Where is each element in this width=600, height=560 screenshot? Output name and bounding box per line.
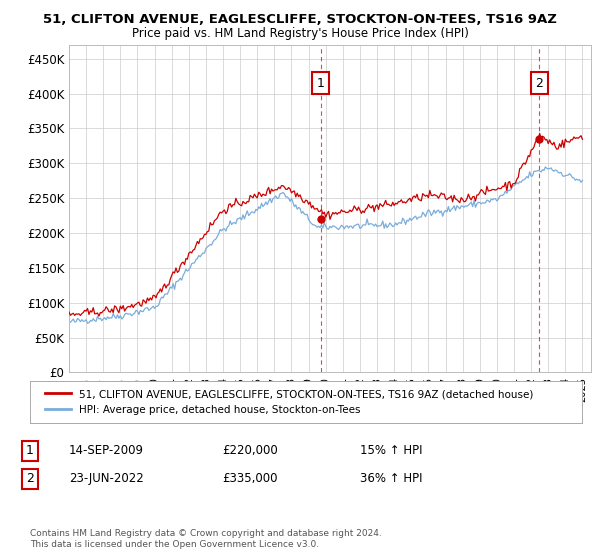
Text: Contains HM Land Registry data © Crown copyright and database right 2024.
This d: Contains HM Land Registry data © Crown c…	[30, 529, 382, 549]
Text: £335,000: £335,000	[222, 472, 277, 486]
Text: 2: 2	[535, 77, 543, 90]
Text: £220,000: £220,000	[222, 444, 278, 458]
Text: 51, CLIFTON AVENUE, EAGLESCLIFFE, STOCKTON-ON-TEES, TS16 9AZ: 51, CLIFTON AVENUE, EAGLESCLIFFE, STOCKT…	[43, 13, 557, 26]
Text: 36% ↑ HPI: 36% ↑ HPI	[360, 472, 422, 486]
Text: 2: 2	[26, 472, 34, 486]
Text: Price paid vs. HM Land Registry's House Price Index (HPI): Price paid vs. HM Land Registry's House …	[131, 27, 469, 40]
Text: 1: 1	[26, 444, 34, 458]
Text: 1: 1	[317, 77, 325, 90]
Text: 23-JUN-2022: 23-JUN-2022	[69, 472, 144, 486]
Text: 15% ↑ HPI: 15% ↑ HPI	[360, 444, 422, 458]
Legend: 51, CLIFTON AVENUE, EAGLESCLIFFE, STOCKTON-ON-TEES, TS16 9AZ (detached house), H: 51, CLIFTON AVENUE, EAGLESCLIFFE, STOCKT…	[41, 385, 538, 419]
Text: 14-SEP-2009: 14-SEP-2009	[69, 444, 144, 458]
